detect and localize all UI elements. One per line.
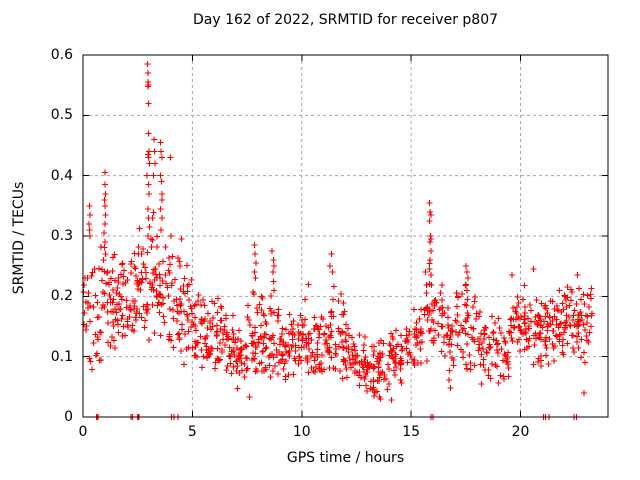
x-tick-label: 5 (187, 424, 197, 440)
y-tick-label: 0.6 (50, 47, 73, 63)
y-tick-label: 0.2 (50, 288, 73, 305)
y-tick-label: 0.1 (50, 348, 73, 365)
y-tick-label: 0.4 (50, 167, 73, 184)
chart-title: Day 162 of 2022, SRMTID for receiver p80… (192, 12, 499, 28)
gridlines (83, 55, 608, 417)
y-tick-label: 0.3 (50, 228, 73, 244)
x-tick-label: 0 (78, 424, 88, 440)
y-tick-label: 0 (64, 409, 73, 425)
x-tick-label: 10 (292, 424, 311, 440)
axis-ticks (82, 54, 608, 418)
x-axis-label: GPS time / hours (286, 450, 405, 466)
x-tick-label: 20 (511, 424, 530, 440)
y-tick-label: 0.5 (50, 107, 73, 124)
data-points (80, 61, 595, 420)
x-tick-label: 15 (402, 424, 421, 440)
